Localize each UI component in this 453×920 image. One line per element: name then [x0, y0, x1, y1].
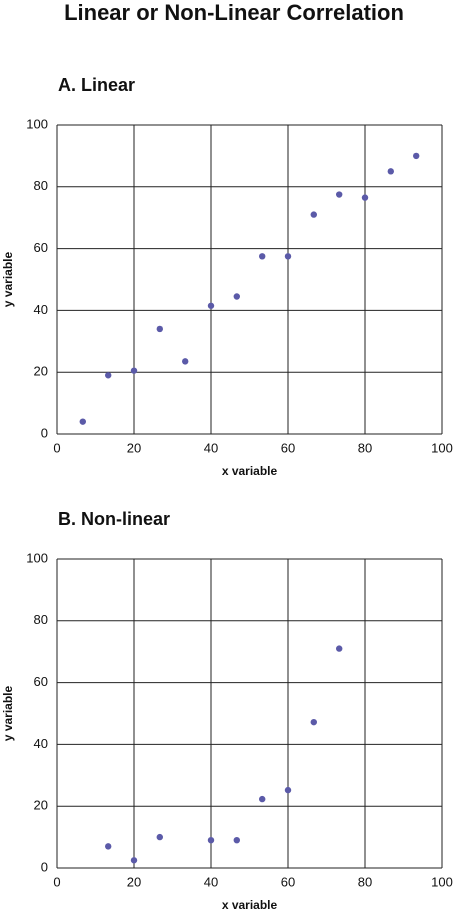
x-tick-label: 100	[431, 440, 453, 455]
x-tick-label: 60	[281, 440, 295, 455]
y-tick-label: 40	[34, 736, 48, 751]
point	[284, 253, 292, 260]
point	[361, 194, 369, 201]
y-tick-label: 40	[34, 302, 48, 317]
point	[105, 372, 112, 379]
y-axis-label: y variable	[1, 685, 15, 741]
point	[130, 857, 138, 864]
point	[233, 836, 240, 844]
point	[413, 152, 420, 160]
chart-title: A. Linear	[58, 75, 135, 95]
point	[79, 418, 86, 425]
page-title: Linear or Non-Linear Correlation	[64, 0, 404, 25]
point	[310, 211, 317, 218]
y-tick-label: 100	[26, 550, 48, 565]
x-tick-label: 40	[204, 874, 218, 889]
y-tick-label: 0	[41, 859, 48, 874]
y-tick-label: 100	[26, 116, 48, 131]
y-tick-label: 60	[34, 240, 48, 255]
point	[207, 302, 215, 309]
point	[284, 786, 292, 794]
y-tick-label: 20	[34, 364, 48, 379]
point	[130, 367, 138, 374]
point	[336, 645, 343, 652]
x-axis-label: x variable	[222, 898, 278, 912]
point	[156, 325, 163, 333]
point	[156, 833, 163, 841]
point	[259, 795, 266, 803]
x-tick-label: 20	[127, 874, 141, 889]
x-tick-label: 80	[358, 440, 372, 455]
point	[310, 718, 317, 726]
y-tick-label: 20	[34, 798, 48, 813]
x-tick-label: 60	[281, 874, 295, 889]
y-tick-label: 80	[34, 178, 48, 193]
y-tick-label: 80	[34, 612, 48, 627]
x-tick-label: 0	[53, 440, 60, 455]
point	[105, 843, 112, 850]
point	[336, 191, 343, 198]
x-tick-label: 0	[53, 874, 60, 889]
x-tick-label: 100	[431, 874, 453, 889]
point	[182, 358, 189, 365]
x-tick-label: 40	[204, 440, 218, 455]
x-tick-label: 80	[358, 874, 372, 889]
point	[207, 836, 215, 844]
y-tick-label: 0	[41, 425, 48, 440]
x-axis-label: x variable	[222, 464, 278, 478]
x-tick-label: 20	[127, 440, 141, 455]
chart-title: B. Non-linear	[58, 509, 170, 529]
point	[259, 253, 266, 260]
y-tick-label: 60	[34, 674, 48, 689]
point	[233, 293, 240, 300]
point	[387, 168, 394, 175]
y-axis-label: y variable	[1, 251, 15, 307]
